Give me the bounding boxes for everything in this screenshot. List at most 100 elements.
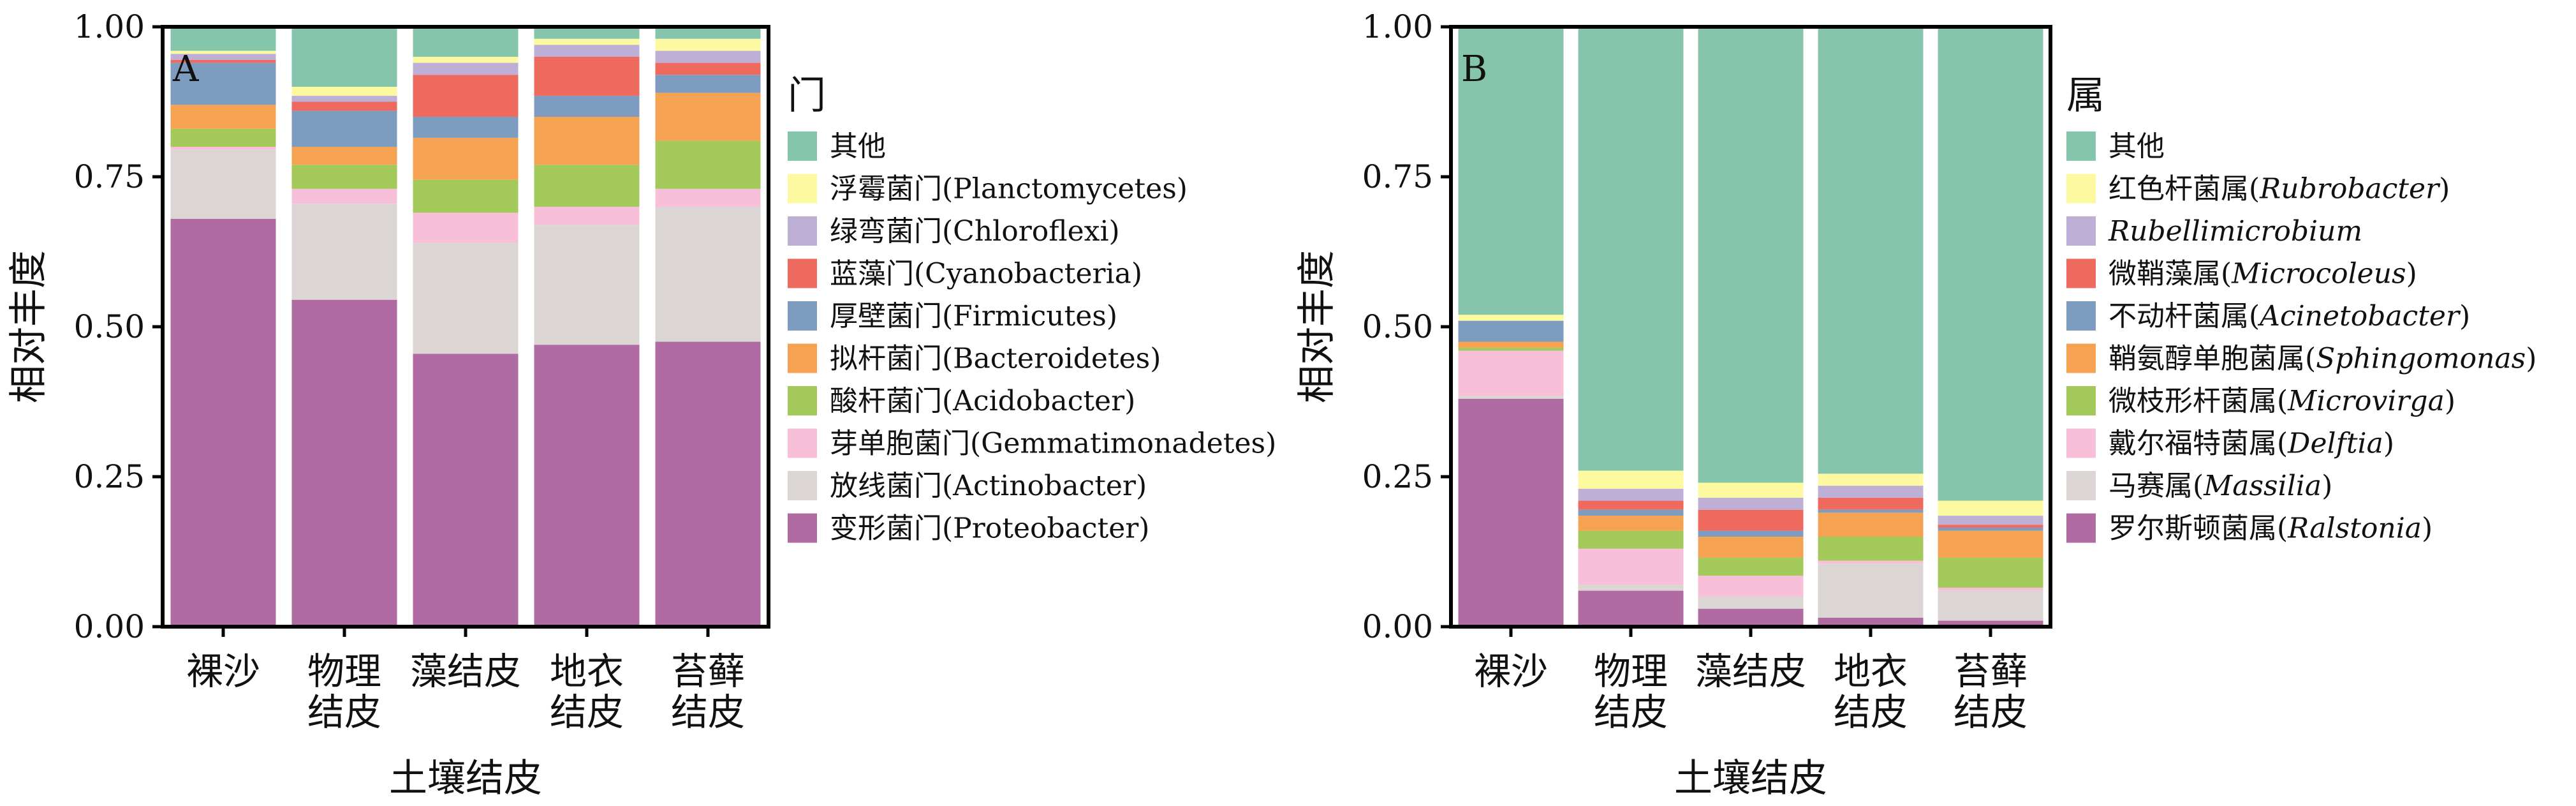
bar-seg-p1-s6-c4 [1938,525,2043,528]
bar-seg-p1-s3-c1 [1578,530,1684,549]
bar-seg-p0-s0-c0 [170,218,276,627]
bar-seg-p0-s6-c2 [413,75,519,117]
legend-entry: 不动杆菌属(Acinetobacter) [2109,300,2470,332]
legend-swatch [788,471,817,500]
x-tick-label: 地衣 [1834,650,1908,693]
bar-seg-p0-s3-c4 [655,140,761,189]
bar-seg-p0-s7-c3 [534,45,640,57]
legend-swatch [788,258,817,288]
x-tick-label: 藻结皮 [410,650,521,693]
bar-seg-p1-s0-c0 [1458,398,1564,627]
x-tick-label: 苔藓 [1954,650,2028,693]
bar-seg-p0-s2-c1 [291,188,397,204]
bar-seg-p0-s9-c1 [291,27,397,87]
bar-seg-p0-s0-c1 [291,299,397,627]
y-tick-label: 0.25 [74,458,145,495]
legend-swatch [788,513,817,543]
x-tick-label: 结皮 [671,690,745,734]
bar-seg-p0-s3-c1 [291,165,397,189]
bar-seg-p0-s4-c0 [170,105,276,129]
legend-swatch [2066,174,2096,204]
bar-seg-p1-s8-c3 [1818,474,1924,486]
bar-seg-p0-s6-c0 [170,59,276,63]
legend-entry: 其他 [2109,130,2165,163]
bar-seg-p0-s1-c0 [170,149,276,219]
bar-seg-p1-s7-c1 [1578,488,1684,501]
legend-swatch [2066,258,2096,288]
legend-entry: 放线菌门(Actinobacter) [830,470,1147,502]
legend-swatch [2066,131,2096,161]
bar-seg-p0-s2-c0 [170,147,276,150]
bar-seg-p1-s8-c2 [1698,482,1804,498]
bar-seg-p1-s4-c4 [1938,530,2043,558]
legend-swatch [788,131,817,161]
bar-seg-p0-s1-c2 [413,243,519,354]
legend-swatch [2066,216,2096,246]
legend-swatch [2066,301,2096,331]
bar-seg-p0-s5-c2 [413,117,519,138]
legend-entry: 鞘氨醇单胞菌属(Sphingomonas) [2109,343,2536,375]
bar-seg-p0-s3-c3 [534,165,640,207]
bar-seg-p0-s9-c2 [413,27,519,57]
bar-seg-p1-s5-c1 [1578,509,1684,516]
bar-seg-p0-s9-c0 [170,27,276,51]
bar-seg-p1-s2-c2 [1698,576,1804,597]
bar-seg-p0-s5-c0 [170,63,276,105]
bar-seg-p0-s4-c3 [534,117,640,165]
bar-seg-p0-s0-c3 [534,345,640,627]
y-tick-label: 0.50 [74,308,145,345]
bar-seg-p1-s5-c3 [1818,509,1924,513]
bar-seg-p0-s8-c2 [413,57,519,63]
legend-entry: 蓝藻门(Cyanobacteria) [830,258,1142,290]
bar-seg-p1-s6-c2 [1698,509,1804,531]
bar-seg-p1-s9-c4 [1938,27,2043,501]
y-axis-label: 相对丰度 [1295,250,1339,403]
bar-seg-p0-s4-c2 [413,137,519,180]
bar-seg-p1-s3-c0 [1458,347,1564,351]
legend-swatch [2066,386,2096,415]
bar-seg-p1-s2-c4 [1938,587,2043,591]
x-tick-label: 苔藓 [671,650,745,693]
bar-seg-p0-s4-c4 [655,93,761,141]
legend-swatch [788,386,817,415]
legend-entry: Rubellimicrobium [2108,215,2362,248]
bar-seg-p1-s2-c1 [1578,548,1684,585]
bar-seg-p0-s5-c1 [291,110,397,147]
bar-seg-p0-s2-c2 [413,213,519,243]
x-tick-label: 结皮 [550,690,624,734]
bar-seg-p0-s8-c4 [655,38,761,51]
legend-entry: 变形菌门(Proteobacter) [830,512,1149,545]
bar-seg-p1-s0-c2 [1698,608,1804,627]
bar-seg-p0-s7-c2 [413,63,519,75]
bar-seg-p1-s1-c4 [1938,590,2043,621]
bar-seg-p1-s8-c1 [1578,470,1684,489]
bar-seg-p1-s5-c0 [1458,320,1564,342]
bar-seg-p0-s0-c2 [413,354,519,627]
legend-entry: 微枝形杆菌属(Microvirga) [2109,385,2455,417]
y-tick-label: 0.00 [74,608,145,645]
bar-seg-p1-s9-c1 [1578,27,1684,471]
bar-seg-p1-s3-c4 [1938,557,2043,588]
bar-seg-p1-s6-c1 [1578,500,1684,510]
y-tick-label: 0.75 [74,158,145,195]
y-tick-label: 0.00 [1362,608,1433,645]
bar-seg-p1-s0-c1 [1578,590,1684,627]
legend-entry: 其他 [830,130,886,163]
bar-seg-p0-s2-c3 [534,207,640,225]
legend-swatch [788,174,817,204]
bar-seg-p1-s4-c0 [1458,341,1564,348]
bar-seg-p0-s7-c1 [291,96,397,102]
bar-seg-p1-s8-c0 [1458,315,1564,321]
bar-seg-p1-s7-c2 [1698,497,1804,510]
bar-seg-p1-s9-c2 [1698,27,1804,483]
bar-seg-p0-s1-c1 [291,204,397,300]
bar-seg-p0-s9-c4 [655,27,761,39]
bar-seg-p1-s9-c3 [1818,27,1924,474]
legend-entry: 微鞘藻属(Microcoleus) [2109,258,2417,290]
legend-entry: 浮霉菌门(Planctomycetes) [830,173,1188,205]
bar-seg-p0-s7-c0 [170,54,276,60]
